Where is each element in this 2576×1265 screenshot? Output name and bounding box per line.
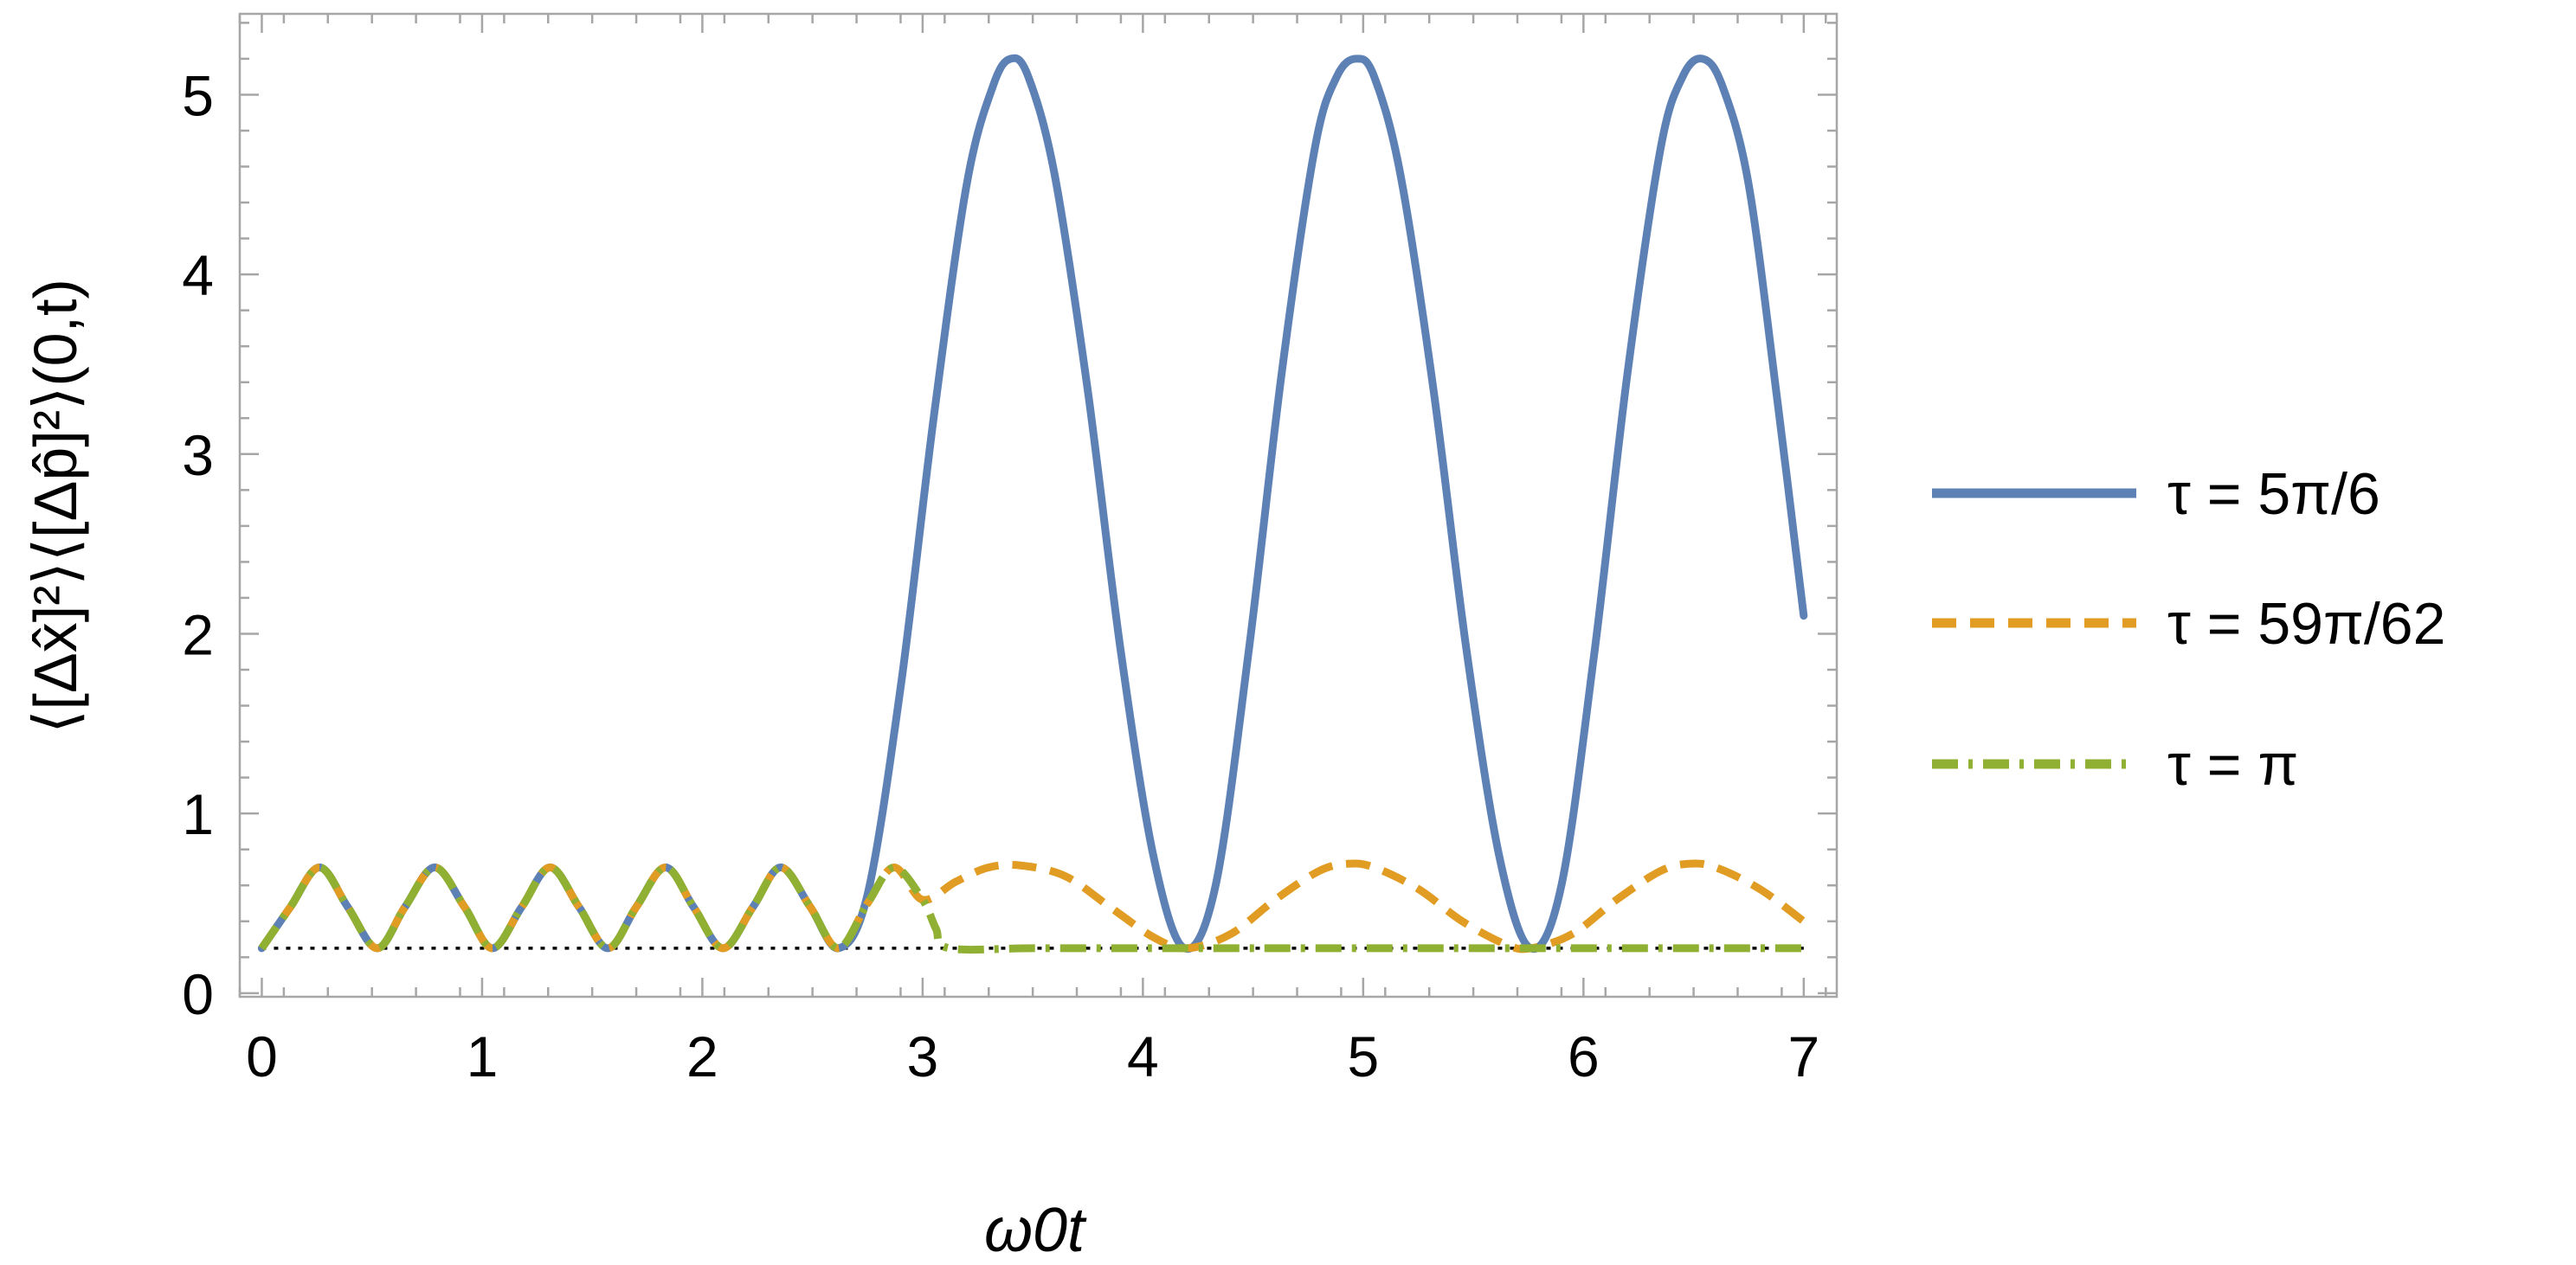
series-line-3 xyxy=(258,864,1804,954)
y-tick-label: 0 xyxy=(182,962,214,1026)
x-tick-label: 7 xyxy=(1787,1024,1819,1088)
legend-label-1: τ = 5π/6 xyxy=(2167,461,2380,527)
series-line-2 xyxy=(258,859,1806,954)
x-tick-label: 1 xyxy=(467,1024,499,1088)
legend-label-3: τ = π xyxy=(2167,732,2298,798)
series-group xyxy=(257,54,1808,954)
y-tick-label: 1 xyxy=(182,782,214,846)
axis-ticks xyxy=(238,14,1837,997)
series-line-1 xyxy=(257,54,1808,954)
x-tick-label: 6 xyxy=(1568,1024,1600,1088)
x-tick-label: 2 xyxy=(686,1024,718,1088)
legend-label-2: τ = 59π/62 xyxy=(2167,591,2445,657)
x-tick-label: 5 xyxy=(1348,1024,1380,1088)
legend: τ = 5π/6 τ = 59π/62 τ = π xyxy=(1932,461,2445,798)
x-tick-labels: 0 1 2 3 4 5 6 7 xyxy=(246,1024,1819,1088)
y-tick-label: 3 xyxy=(182,423,214,487)
y-tick-label: 5 xyxy=(182,63,214,127)
x-axis-label: ω0t xyxy=(984,1196,1087,1265)
plot-frame xyxy=(238,12,1839,999)
x-tick-label: 4 xyxy=(1127,1024,1159,1088)
y-tick-label: 2 xyxy=(182,602,214,666)
y-tick-labels: 0 1 2 3 4 5 xyxy=(182,63,214,1025)
x-tick-label: 0 xyxy=(246,1024,278,1088)
x-tick-label: 3 xyxy=(907,1024,939,1088)
y-axis-label: ⟨[Δx̂]²⟩⟨[Δp̂]²⟩(0,t) xyxy=(22,279,89,734)
y-tick-label: 4 xyxy=(182,243,214,307)
